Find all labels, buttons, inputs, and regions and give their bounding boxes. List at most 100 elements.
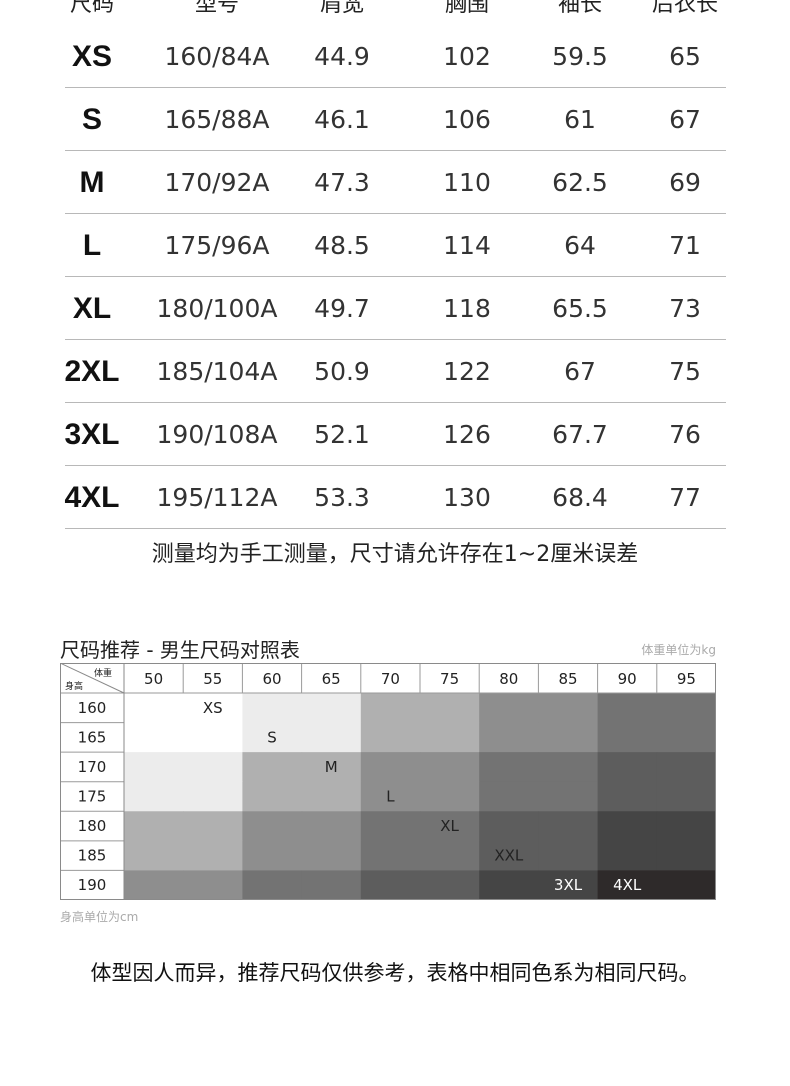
size-table-header: 尺码 型号 肩宽 胸围 袖长 后衣长 bbox=[0, 0, 790, 17]
size-cell-chest: 114 bbox=[443, 231, 491, 260]
grid-cell bbox=[538, 752, 599, 783]
height-label: 170 bbox=[78, 758, 107, 776]
size-cell-shoulder: 50.9 bbox=[314, 357, 370, 386]
weight-header: 70 bbox=[381, 670, 400, 688]
weight-header: 60 bbox=[262, 670, 281, 688]
grid-cell bbox=[183, 722, 243, 753]
grid-cell bbox=[597, 781, 658, 812]
grid-cell bbox=[597, 870, 658, 900]
grid-cell bbox=[301, 752, 362, 783]
grid-cell bbox=[420, 870, 480, 900]
size-cell-model: 160/84A bbox=[164, 42, 270, 71]
size-cell-sleeve: 67.7 bbox=[552, 420, 608, 449]
height-label: 190 bbox=[78, 876, 107, 894]
size-cell-sleeve: 65.5 bbox=[552, 294, 608, 323]
size-cell-size: XS bbox=[71, 40, 113, 73]
size-row: 2XL 185/104A 50.9 122 67 75 bbox=[64, 340, 726, 403]
grid-cell bbox=[656, 870, 716, 900]
grid-cell bbox=[420, 840, 480, 872]
corner-height-label: 身高 bbox=[65, 680, 83, 692]
size-cell-length: 75 bbox=[669, 357, 701, 386]
size-cell-model: 195/112A bbox=[156, 483, 278, 512]
size-table: XS 160/84A 44.9 102 59.5 65 S 165/88A 46.1 106 61 6… bbox=[64, 25, 726, 529]
grid-cell bbox=[597, 811, 658, 842]
weight-header: 85 bbox=[558, 670, 577, 688]
size-cell-sleeve: 62.5 bbox=[552, 168, 608, 197]
grid-cell bbox=[124, 781, 184, 812]
size-cell-size: XL bbox=[72, 292, 112, 325]
grid-cell bbox=[360, 722, 421, 753]
size-cell-sleeve: 67 bbox=[564, 357, 596, 386]
corner-diagonal bbox=[60, 663, 125, 694]
grid-cell bbox=[538, 870, 599, 900]
header-chest: 胸围 bbox=[444, 0, 490, 17]
size-cell-size: 4XL bbox=[64, 481, 120, 514]
grid-cell bbox=[360, 870, 421, 900]
grid-cell bbox=[656, 752, 716, 783]
grid-cell bbox=[538, 781, 599, 812]
recommend-title: 尺码推荐 - 男生尺码对照表 bbox=[60, 638, 300, 662]
size-cell-shoulder: 44.9 bbox=[314, 42, 370, 71]
weight-header: 80 bbox=[499, 670, 518, 688]
size-cell-shoulder: 46.1 bbox=[314, 105, 370, 134]
height-label: 165 bbox=[78, 728, 107, 746]
height-label: 175 bbox=[78, 787, 107, 805]
footer-note: 体型因人而异，推荐尺码仅供参考，表格中相同色系为相同尺码。 bbox=[90, 961, 700, 985]
header-shoulder: 肩宽 bbox=[319, 0, 365, 17]
size-label: L bbox=[386, 787, 395, 805]
grid-cell bbox=[479, 781, 539, 812]
size-cell-shoulder: 52.1 bbox=[314, 420, 370, 449]
size-label: S bbox=[267, 728, 277, 746]
size-cell-model: 175/96A bbox=[164, 231, 270, 260]
size-cell-model: 165/88A bbox=[164, 105, 270, 134]
grid-cell bbox=[242, 693, 303, 724]
grid-cell bbox=[538, 840, 599, 872]
grid-cell bbox=[242, 840, 303, 872]
size-label: XS bbox=[203, 699, 223, 717]
size-cell-chest: 118 bbox=[443, 294, 491, 323]
size-label: 4XL bbox=[613, 876, 642, 894]
grid-cell bbox=[301, 781, 362, 812]
size-row: L 175/96A 48.5 114 64 71 bbox=[65, 214, 726, 277]
size-cell-length: 73 bbox=[669, 294, 701, 323]
size-label: XL bbox=[440, 817, 459, 835]
grid-cell bbox=[301, 722, 362, 753]
grid-cell bbox=[597, 693, 658, 724]
grid-cell bbox=[242, 811, 303, 842]
size-cell-size: 2XL bbox=[64, 355, 120, 388]
size-cell-shoulder: 49.7 bbox=[314, 294, 370, 323]
size-label: M bbox=[325, 758, 338, 776]
grid-cell bbox=[242, 781, 303, 812]
grid-header-bg bbox=[60, 663, 716, 693]
size-cell-length: 69 bbox=[669, 168, 701, 197]
grid-cell bbox=[656, 840, 716, 872]
grid-cell bbox=[124, 752, 184, 783]
size-cell-model: 185/104A bbox=[156, 357, 278, 386]
grid-cell bbox=[183, 693, 243, 724]
grid-cell bbox=[301, 840, 362, 872]
grid-cell bbox=[597, 722, 658, 753]
grid-cell bbox=[242, 752, 303, 783]
grid-cell bbox=[183, 811, 243, 842]
grid-cell bbox=[538, 693, 599, 724]
grid-cell bbox=[360, 752, 421, 783]
size-row: S 165/88A 46.1 106 61 67 bbox=[65, 88, 726, 151]
grid-cell bbox=[479, 722, 539, 753]
size-cell-shoulder: 48.5 bbox=[314, 231, 370, 260]
grid-cell bbox=[420, 693, 480, 724]
size-cell-sleeve: 68.4 bbox=[552, 483, 608, 512]
grid-cell bbox=[183, 840, 243, 872]
grid-cell bbox=[479, 840, 539, 872]
size-cell-shoulder: 47.3 bbox=[314, 168, 370, 197]
grid-cell bbox=[124, 840, 184, 872]
grid-cell bbox=[183, 781, 243, 812]
grid-cell bbox=[538, 722, 599, 753]
weight-header: 75 bbox=[440, 670, 459, 688]
weight-header: 95 bbox=[677, 670, 696, 688]
size-cell-shoulder: 53.3 bbox=[314, 483, 370, 512]
grid-cell bbox=[124, 870, 184, 900]
measurement-note: 测量均为手工测量，尺寸请允许存在1~2厘米误差 bbox=[151, 542, 639, 567]
size-cell-length: 71 bbox=[669, 231, 701, 260]
size-row: 4XL 195/112A 53.3 130 68.4 77 bbox=[64, 466, 726, 529]
size-cell-size: 3XL bbox=[64, 418, 120, 451]
